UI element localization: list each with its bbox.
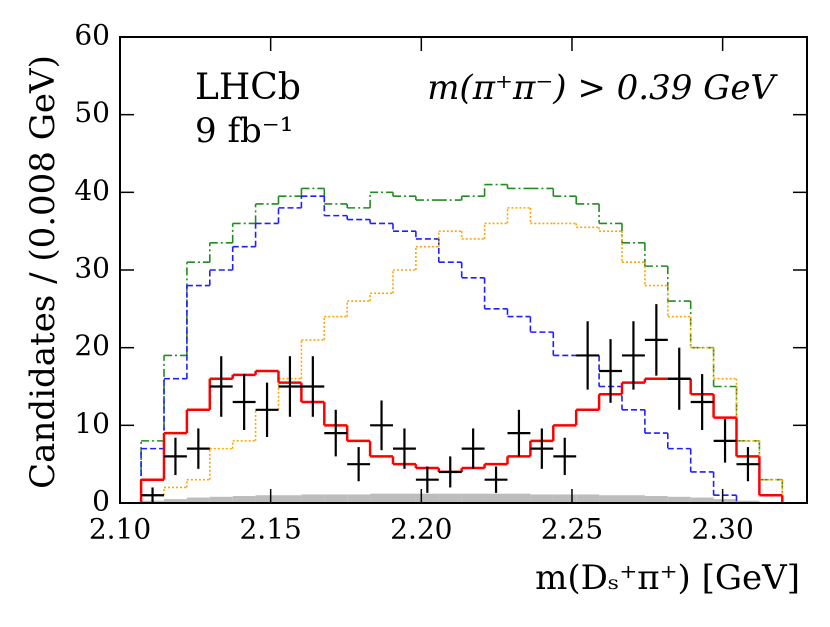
- y-axis-label: Candidates / (0.008 GeV): [23, 55, 63, 489]
- y-tick-label: 30: [74, 252, 110, 285]
- x-axis-label: m(Dₛ⁺π⁺) [GeV]: [535, 558, 800, 598]
- background-bar: [667, 496, 691, 503]
- background-bar: [621, 495, 645, 503]
- background-bar: [163, 499, 187, 503]
- y-tick-label: 0: [92, 485, 110, 518]
- background-bar: [255, 495, 279, 503]
- background-bar: [209, 496, 233, 503]
- x-tick-label: 2.15: [239, 513, 301, 546]
- y-tick-label: 10: [74, 407, 110, 440]
- y-tick-label: 20: [74, 329, 110, 362]
- background-bar: [392, 493, 416, 503]
- background-bar: [553, 494, 577, 503]
- background-bar: [347, 494, 371, 503]
- background-bar: [324, 494, 348, 503]
- background-bar: [690, 497, 714, 503]
- background-bar: [438, 493, 462, 503]
- experiment-label: LHCb: [195, 67, 301, 108]
- x-tick-label: 2.25: [541, 513, 603, 546]
- background-bar: [599, 495, 622, 503]
- y-tick-label: 50: [74, 96, 110, 129]
- background-bar: [232, 496, 256, 503]
- background-bar: [530, 494, 554, 503]
- background-bar: [507, 493, 531, 503]
- y-tick-label: 60: [74, 19, 110, 52]
- background-bar: [461, 493, 485, 503]
- background-bar: [370, 493, 393, 503]
- selection-label: m(π⁺π⁻) > 0.39 GeV: [427, 68, 778, 108]
- y-tick-label: 40: [74, 174, 110, 207]
- background-bar: [415, 493, 439, 503]
- x-tick-label: 2.20: [390, 513, 452, 546]
- background-bar: [644, 496, 668, 503]
- x-tick-label: 2.10: [89, 513, 151, 546]
- luminosity-label: 9 fb⁻¹: [195, 111, 293, 151]
- background-bar: [278, 495, 302, 503]
- background-bar: [484, 493, 508, 503]
- background-bar: [576, 494, 600, 503]
- background-bar: [301, 494, 325, 503]
- background-bar: [736, 500, 760, 503]
- x-tick-label: 2.30: [691, 513, 753, 546]
- background-bar: [713, 499, 737, 503]
- background-bar: [186, 497, 210, 503]
